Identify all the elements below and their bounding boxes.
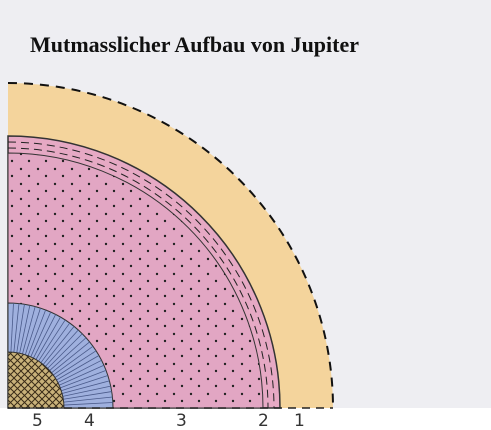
layer-label: 1 (294, 411, 305, 430)
ray (61, 375, 108, 392)
layer-4-rays (10, 303, 113, 406)
ray (33, 314, 57, 359)
layer-label: 5 (32, 411, 43, 430)
ray (54, 350, 97, 378)
ray (47, 333, 83, 369)
layer-2-dash (7, 141, 275, 409)
layer-label: 3 (176, 411, 187, 430)
ray (30, 311, 52, 358)
layer-2-dash (7, 147, 269, 409)
ray (16, 304, 25, 353)
ray (56, 355, 100, 381)
ray (19, 305, 31, 354)
ray (45, 329, 79, 367)
ray (38, 319, 66, 362)
ray (42, 326, 75, 365)
outer-edge (7, 82, 334, 409)
ray (40, 322, 71, 363)
ray (60, 369, 107, 389)
ray (63, 391, 112, 400)
title: Mutmasslicher Aufbau von Jupiter (30, 32, 359, 57)
ray (63, 396, 113, 403)
ray (10, 303, 14, 353)
layer-label: 4 (84, 411, 95, 430)
ray (57, 359, 102, 383)
ray (58, 364, 105, 386)
ray (49, 337, 87, 371)
ray (63, 402, 113, 406)
ray (51, 341, 90, 374)
ray (35, 316, 61, 360)
ray (22, 306, 36, 355)
layer-label: 2 (258, 411, 269, 430)
ray (53, 345, 94, 376)
layer-5 (7, 351, 65, 409)
ray (61, 380, 110, 394)
ray (62, 385, 111, 397)
ray (13, 303, 20, 353)
ray (27, 309, 47, 356)
ray (24, 308, 41, 355)
